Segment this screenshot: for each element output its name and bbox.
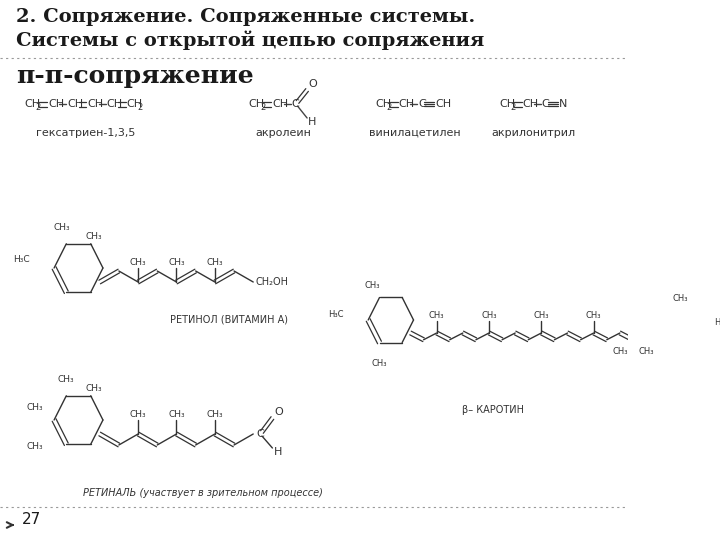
Text: CH₃: CH₃ (612, 347, 628, 356)
Text: CH₃: CH₃ (365, 281, 380, 290)
Text: гексатриен-1,3,5: гексатриен-1,3,5 (36, 128, 135, 138)
Text: 2: 2 (510, 104, 516, 112)
Text: CH: CH (272, 99, 288, 109)
Text: C: C (292, 99, 299, 109)
Text: CH₃: CH₃ (639, 347, 654, 356)
Text: CH₃: CH₃ (372, 359, 387, 368)
Text: H₃C: H₃C (714, 318, 720, 327)
Text: CH: CH (436, 99, 451, 109)
Text: CH: CH (523, 99, 539, 109)
Text: CH: CH (67, 99, 84, 109)
Text: H₃C: H₃C (328, 310, 343, 319)
Text: CH₃: CH₃ (86, 383, 102, 393)
Text: CH: CH (399, 99, 415, 109)
Text: CH: CH (24, 99, 40, 109)
Text: CH₃: CH₃ (130, 258, 146, 267)
Text: CH: CH (499, 99, 515, 109)
Text: O: O (274, 407, 283, 417)
Text: H: H (274, 447, 282, 457)
Text: CH₃: CH₃ (26, 442, 43, 451)
Text: CH₃: CH₃ (130, 410, 146, 419)
Text: CH₃: CH₃ (58, 375, 75, 384)
Text: РЕТИНАЛЬ (участвует в зрительном процессе): РЕТИНАЛЬ (участвует в зрительном процесс… (83, 488, 323, 498)
Text: C: C (541, 99, 549, 109)
Text: CH₃: CH₃ (429, 311, 444, 320)
Text: 2. Сопряжение. Сопряженные системы.: 2. Сопряжение. Сопряженные системы. (16, 8, 475, 26)
Text: CH₃: CH₃ (26, 403, 43, 412)
Text: CH₃: CH₃ (534, 311, 549, 320)
Text: CH₃: CH₃ (481, 311, 497, 320)
Text: CH₃: CH₃ (86, 232, 102, 241)
Text: CH₃: CH₃ (207, 258, 223, 267)
Text: CH: CH (375, 99, 391, 109)
Text: CH₃: CH₃ (168, 410, 185, 419)
Text: винилацетилен: винилацетилен (369, 128, 460, 138)
Text: CH₃: CH₃ (53, 223, 70, 232)
Text: β– КАРОТИН: β– КАРОТИН (462, 405, 524, 415)
Text: N: N (559, 99, 567, 109)
Text: C: C (418, 99, 426, 109)
Text: Системы с открытой цепью сопряжения: Системы с открытой цепью сопряжения (16, 30, 484, 50)
Text: O: O (308, 79, 317, 89)
Text: CH₃: CH₃ (207, 410, 223, 419)
Text: CH: CH (107, 99, 122, 109)
Text: 2: 2 (387, 104, 392, 112)
Text: H₃C: H₃C (13, 255, 30, 264)
Text: 2: 2 (36, 104, 41, 112)
Text: CH₃: CH₃ (586, 311, 601, 320)
Text: акрилонитрил: акрилонитрил (492, 128, 576, 138)
Text: 27: 27 (22, 512, 41, 528)
Text: 2: 2 (138, 104, 143, 112)
Text: H: H (308, 117, 316, 127)
Text: C: C (257, 429, 264, 439)
Text: CH: CH (48, 99, 64, 109)
Text: 2: 2 (260, 104, 265, 112)
Text: РЕТИНОЛ (ВИТАМИН А): РЕТИНОЛ (ВИТАМИН А) (170, 315, 288, 325)
Text: CH₂OH: CH₂OH (256, 277, 289, 287)
Text: π-π-сопряжение: π-π-сопряжение (16, 64, 253, 88)
Text: акролеин: акролеин (256, 128, 312, 138)
Text: CH₃: CH₃ (168, 258, 185, 267)
Text: CH: CH (127, 99, 143, 109)
Text: CH: CH (248, 99, 265, 109)
Text: CH₃: CH₃ (672, 294, 688, 303)
Text: CH: CH (87, 99, 104, 109)
